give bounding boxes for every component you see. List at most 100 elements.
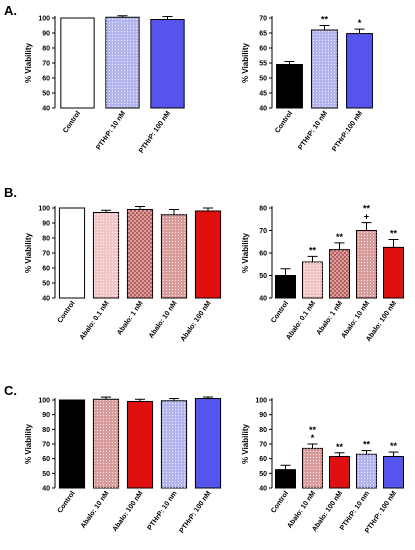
- b-left-y-axis-label: % Viability: [24, 233, 33, 273]
- c-left-ytick-label: 60: [42, 456, 50, 463]
- b-left-bar-pattern: [161, 214, 187, 298]
- b-right-ytick-label: 80: [259, 206, 267, 213]
- b-left-ytick-label: 100: [38, 206, 50, 213]
- b-left-ytick-label: 50: [42, 281, 50, 288]
- a-right-bar-pattern: [311, 30, 338, 108]
- a-right-ytick-label: 45: [259, 91, 267, 98]
- panel-label-c: C.: [4, 383, 17, 398]
- c-left-ytick-label: 40: [42, 486, 50, 493]
- b-left-category-label: Control: [57, 300, 77, 324]
- c-left-ytick-label: 70: [42, 442, 50, 449]
- b-right-ytick-label: 70: [259, 228, 267, 235]
- a-left-category-label: PTHrP: 10 nM: [95, 110, 127, 151]
- a-right-bar: [276, 64, 303, 109]
- a-left-bar-pattern: [105, 17, 140, 108]
- b-left-ytick-label: 90: [42, 221, 50, 228]
- c-left-ytick-label: 50: [42, 471, 50, 478]
- a-left-ytick-label: 40: [42, 106, 50, 113]
- a-right-ytick-label: 40: [259, 106, 267, 113]
- b-right-category-label: Abalo: 100 nM: [365, 300, 398, 343]
- a-left-y-axis-label: % Viability: [24, 43, 33, 83]
- c-right-ytick-label: 50: [259, 471, 267, 478]
- c-left-y-axis-label: % Viability: [24, 424, 33, 464]
- chart-b-right: 40 50 60 70 80 % Viability Control ** Abalo: 0.1…: [241, 204, 404, 343]
- b-right-ytick-label: 50: [259, 273, 267, 280]
- c-left-category-label: Abalo: 100 nM: [112, 490, 145, 533]
- b-right-significance-marker: +: [364, 212, 369, 222]
- c-right-significance-marker: **: [309, 425, 317, 435]
- a-right-category-label: Control: [274, 110, 294, 134]
- a-right-ytick-label: 55: [259, 61, 267, 68]
- b-right-significance-marker: **: [363, 204, 371, 214]
- a-left-ytick-label: 60: [42, 76, 50, 83]
- c-left-bar-pattern: [161, 400, 187, 488]
- b-right-bar-pattern: [356, 230, 377, 298]
- a-right-category-label: PTHrP:100 nM: [331, 110, 364, 153]
- a-right-ytick-label: 50: [259, 76, 267, 83]
- c-right-category-label: Control: [270, 490, 290, 514]
- b-right-bar-pattern: [329, 249, 350, 298]
- c-left-bar: [194, 398, 222, 489]
- a-left-ytick-label: 100: [38, 16, 50, 23]
- a-right-bar: [346, 33, 373, 109]
- chart-a-left: 40 50 60 70 80 90 100 % Viability Control PTHrP: …: [24, 15, 185, 155]
- b-right-category-label: Abalo: 10 nM: [340, 300, 371, 340]
- c-right-ytick-label: 80: [259, 427, 267, 434]
- b-right-y-axis-label: % Viability: [241, 233, 250, 273]
- a-left-ytick-label: 80: [42, 46, 50, 53]
- c-left-bar: [58, 399, 86, 489]
- b-left-bar-pattern: [93, 212, 119, 298]
- b-right-bar-pattern: [302, 262, 323, 298]
- c-left-category-label: Abalo: 10 nM: [80, 490, 111, 530]
- c-right-significance-marker: **: [363, 440, 371, 450]
- c-right-category-label: PTHrP: 10 nm: [339, 490, 371, 532]
- b-left-category-label: Abalo: 10 nM: [148, 300, 179, 340]
- b-left-ytick-label: 70: [42, 251, 50, 258]
- c-right-significance-marker: **: [390, 441, 398, 451]
- b-left-bar: [58, 207, 86, 299]
- b-right-ytick-label: 40: [259, 296, 267, 303]
- c-right-bar: [329, 455, 350, 489]
- c-right-ytick-label: 90: [259, 412, 267, 419]
- c-left-bar-pattern: [93, 399, 119, 488]
- a-left-category-label: Control: [62, 110, 82, 134]
- a-right-y-axis-label: % Viability: [241, 43, 250, 83]
- panel-label-a: A.: [4, 3, 17, 18]
- b-right-category-label: Abalo: 0.1 nM: [285, 300, 317, 341]
- a-right-significance-marker: **: [321, 15, 329, 25]
- a-right-significance-marker: *: [358, 18, 362, 28]
- c-right-category-label: Abalo: 10 nM: [286, 490, 317, 530]
- panel-label-b: B.: [4, 185, 17, 200]
- b-left-ytick-label: 60: [42, 266, 50, 273]
- c-right-ytick-label: 70: [259, 442, 267, 449]
- c-right-ytick-label: 100: [255, 398, 267, 405]
- a-right-ytick-label: 70: [259, 16, 267, 23]
- b-left-bar-pattern: [127, 209, 153, 298]
- c-right-bar: [383, 455, 404, 489]
- b-left-ytick-label: 40: [42, 296, 50, 303]
- chart-a-right: 40 45 50 55 60 65 70 % Viability Control ** PTHrP:…: [241, 15, 373, 153]
- c-right-bar-pattern: [356, 454, 377, 488]
- b-right-significance-marker: **: [309, 245, 317, 255]
- b-right-category-label: Abalo: 1 nM: [316, 300, 345, 337]
- a-left-bar: [60, 17, 95, 109]
- b-right-bar: [275, 275, 296, 299]
- c-left-ytick-label: 100: [38, 398, 50, 405]
- b-right-category-label: Control: [270, 300, 290, 324]
- c-right-bar: [275, 469, 296, 489]
- b-left-bar: [194, 210, 222, 299]
- a-left-ytick-label: 90: [42, 31, 50, 38]
- b-left-category-label: Abalo: 100 nM: [180, 300, 213, 343]
- b-left-category-label: Abalo: 0.1 nM: [79, 300, 111, 341]
- a-left-ytick-label: 50: [42, 91, 50, 98]
- b-left-ytick-label: 80: [42, 236, 50, 243]
- c-right-ytick-label: 60: [259, 456, 267, 463]
- a-right-ytick-label: 60: [259, 46, 267, 53]
- c-left-ytick-label: 90: [42, 412, 50, 419]
- c-left-ytick-label: 80: [42, 427, 50, 434]
- a-left-bar: [150, 19, 185, 109]
- b-left-category-label: Abalo: 1 nM: [116, 300, 145, 337]
